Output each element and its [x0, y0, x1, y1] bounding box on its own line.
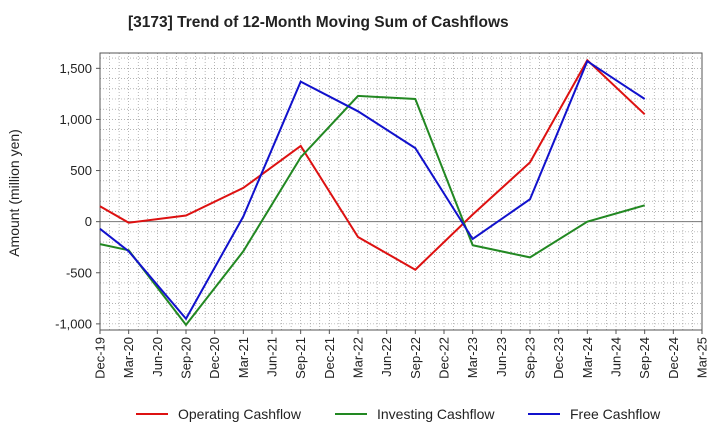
chart-title: [3173] Trend of 12-Month Moving Sum of C… [128, 14, 509, 31]
y-axis-label: Amount (million yen) [6, 129, 22, 257]
legend: Operating Cashflow Investing Cashflow Free… [136, 406, 661, 422]
axis-layer: -1,000 -500 0 500 1,000 1,500 Dec-19 Mar-20 Jun-… [55, 52, 710, 379]
x-tick-label: Dec-19 [93, 337, 108, 379]
investing-cashflow-line [99, 94, 645, 327]
y-tick-label: 500 [70, 163, 92, 178]
legend-label-free-cashflow: Free Cashflow [570, 406, 661, 422]
y-tick-label: -500 [66, 265, 92, 280]
y-tick-label: 1,000 [59, 112, 92, 127]
free-cashflow-line [99, 59, 646, 321]
x-tick-label: Mar-25 [695, 337, 710, 378]
x-tick-label: Dec-24 [666, 337, 681, 379]
grid-layer [99, 53, 703, 330]
x-tick-label: Sep-23 [523, 337, 538, 379]
x-tick-label: Dec-23 [551, 337, 566, 379]
x-tick-label: Mar-24 [580, 337, 595, 378]
x-tick-label: Sep-21 [293, 337, 308, 379]
y-tick-label: -1,000 [55, 316, 92, 331]
x-tick-label: Mar-23 [465, 337, 480, 378]
legend-label-operating-cashflow: Operating Cashflow [178, 406, 302, 422]
x-tick-label: Jun-22 [379, 337, 394, 377]
x-tick-label: Jun-20 [150, 337, 165, 377]
series-layer [99, 58, 646, 327]
x-tick-label: Mar-22 [351, 337, 366, 378]
x-tick-label: Sep-24 [637, 337, 652, 379]
operating-cashflow-line [99, 58, 646, 271]
x-tick-label: Dec-20 [207, 337, 222, 379]
y-tick-label: 1,500 [59, 61, 92, 76]
x-tick-label: Sep-20 [179, 337, 194, 379]
y-tick-label: 0 [85, 214, 92, 229]
x-tick-label: Dec-22 [437, 337, 452, 379]
x-tick-label: Mar-21 [236, 337, 251, 378]
x-tick-label: Mar-20 [121, 337, 136, 378]
legend-label-investing-cashflow: Investing Cashflow [377, 406, 495, 422]
x-tick-label: Sep-22 [408, 337, 423, 379]
x-tick-label: Dec-21 [322, 337, 337, 379]
x-tick-label: Jun-23 [494, 337, 509, 377]
x-tick-label: Jun-24 [609, 337, 624, 377]
plot-frame [99, 52, 703, 331]
x-tick-label: Jun-21 [265, 337, 280, 377]
